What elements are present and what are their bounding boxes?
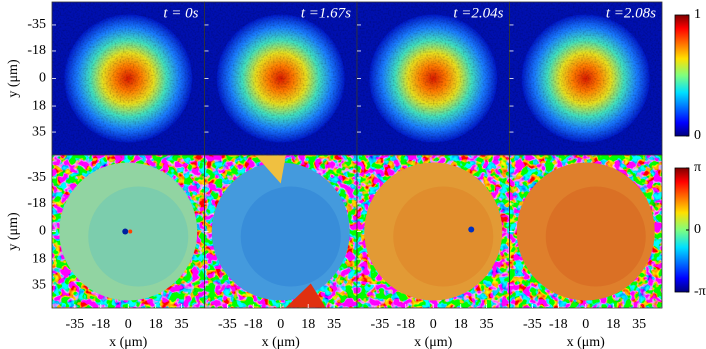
- colorbar-tick-label: -π: [694, 284, 706, 299]
- x-tick-label: 0: [125, 317, 132, 332]
- speckle: [204, 2, 357, 155]
- y-tick-label: 35: [32, 277, 46, 292]
- y-tick-label: -35: [27, 170, 46, 185]
- speckle: [52, 2, 205, 155]
- phase-speckle: [516, 162, 655, 301]
- image-panel: t = 0s: [51, 1, 205, 156]
- colorbar-tick-label: 0: [694, 128, 701, 143]
- x-tick-label: 18: [454, 317, 468, 332]
- phase-disk-shade: [393, 186, 494, 287]
- x-tick-label: 18: [301, 317, 315, 332]
- x-tick-label: 18: [149, 317, 163, 332]
- phase-disk-shade: [88, 186, 189, 287]
- x-tick-label: 35: [632, 317, 646, 332]
- phase-disk-shade: [240, 186, 341, 287]
- y-tick-label: 35: [32, 124, 46, 139]
- x-axis-label: x (μm): [567, 335, 606, 349]
- vortex: [122, 228, 129, 235]
- panel-title: t = 0s: [163, 5, 198, 21]
- x-tick-label: 35: [175, 317, 189, 332]
- colorbar: [674, 14, 690, 137]
- panel-title: t =2.08s: [606, 5, 656, 21]
- x-tick-label: 35: [327, 317, 341, 332]
- speckle: [357, 2, 510, 155]
- panel-title: t =1.67s: [301, 5, 351, 21]
- phase-disk-shade: [545, 186, 646, 287]
- x-tick-label: -35: [218, 317, 237, 332]
- x-tick-label: -35: [371, 317, 390, 332]
- y-tick-label: 0: [39, 224, 46, 239]
- x-tick-label: 0: [430, 317, 437, 332]
- x-tick-label: 0: [582, 317, 589, 332]
- image-panel: t =1.67s: [204, 1, 358, 156]
- x-tick-label: -18: [91, 317, 110, 332]
- colorbar-tick-label: π: [694, 160, 701, 175]
- x-tick-label: -18: [396, 317, 415, 332]
- x-tick-label: 0: [277, 317, 284, 332]
- x-axis-label: x (μm): [414, 335, 453, 349]
- y-axis-label: y (μm): [6, 212, 21, 251]
- x-tick-label: 18: [606, 317, 620, 332]
- image-panel: [509, 154, 663, 309]
- panel-title: t =2.04s: [453, 5, 503, 21]
- image-panel: t =2.04s: [356, 1, 510, 156]
- image-panel: [51, 154, 205, 309]
- y-tick-label: -18: [27, 43, 46, 58]
- x-tick-label: -18: [244, 317, 263, 332]
- phase-speckle: [364, 162, 503, 301]
- vortex: [468, 226, 475, 233]
- x-tick-label: 35: [480, 317, 494, 332]
- y-axis-label: y (μm): [6, 59, 21, 98]
- vortex-wedge: [285, 283, 326, 308]
- y-tick-label: -18: [27, 196, 46, 211]
- vortex-wedge: [255, 155, 286, 184]
- colorbar-tick-label: 1: [694, 7, 701, 22]
- image-panel: t =2.08s: [509, 1, 663, 156]
- x-tick-label: -18: [549, 317, 568, 332]
- colorbar-tick-label: 0: [694, 222, 701, 237]
- image-panel: [356, 154, 510, 309]
- x-axis-label: x (μm): [109, 335, 148, 349]
- speckle: [509, 2, 662, 155]
- x-axis-label: x (μm): [262, 335, 301, 349]
- vortex: [128, 229, 133, 234]
- x-tick-label: -35: [66, 317, 85, 332]
- x-tick-label: -35: [523, 317, 542, 332]
- image-panel: [204, 154, 358, 309]
- phase-speckle: [211, 162, 350, 301]
- y-tick-label: 18: [32, 98, 46, 113]
- y-tick-label: 18: [32, 251, 46, 266]
- y-tick-label: 0: [39, 71, 46, 86]
- y-tick-label: -35: [27, 17, 46, 32]
